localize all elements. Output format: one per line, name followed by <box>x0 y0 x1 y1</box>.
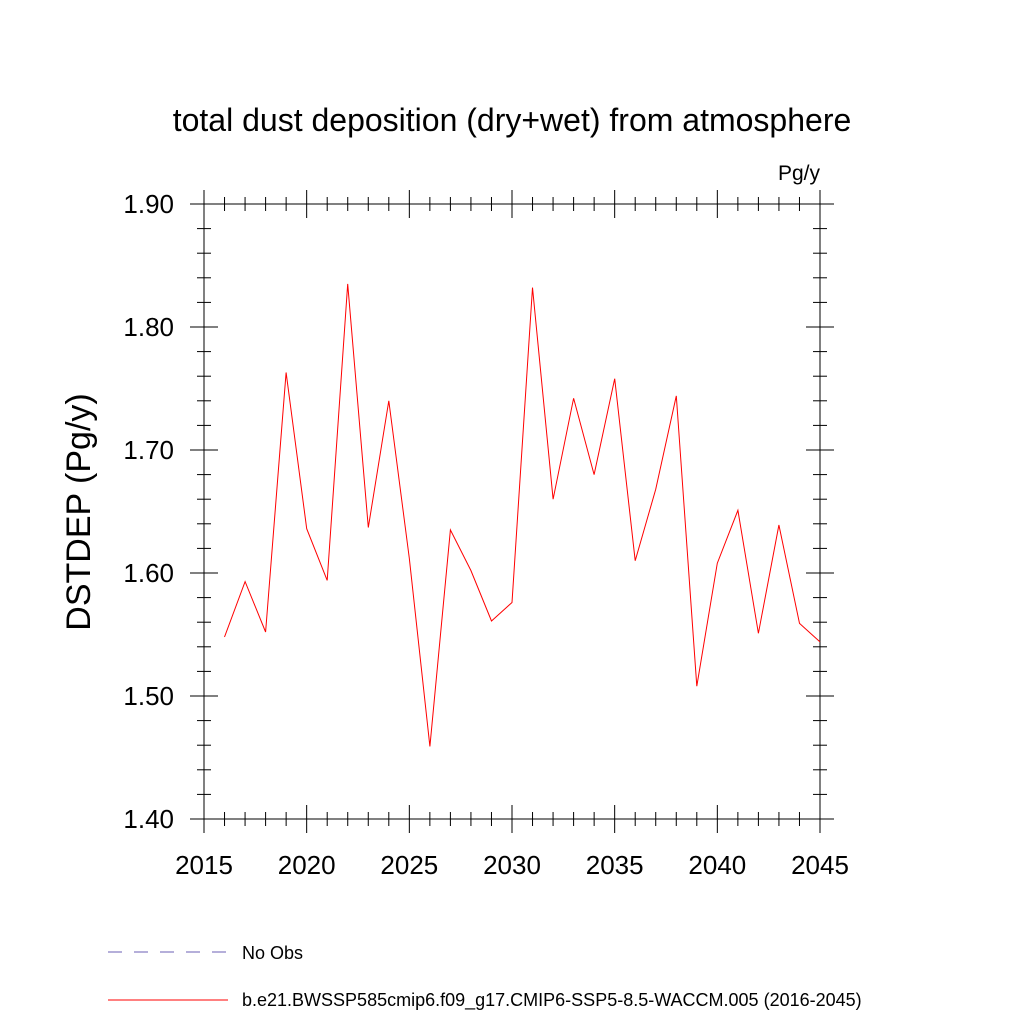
x-tick-label: 2035 <box>586 850 644 880</box>
x-tick-label: 2025 <box>380 850 438 880</box>
legend: No Obs b.e21.BWSSP585cmip6.f09_g17.CMIP6… <box>108 943 862 1011</box>
data-point <box>778 525 779 526</box>
chart-title: total dust deposition (dry+wet) from atm… <box>173 102 852 138</box>
x-tick-label: 2030 <box>483 850 541 880</box>
series-line <box>224 283 821 747</box>
legend-label-no-obs: No Obs <box>242 943 303 963</box>
y-tick-label: 1.70 <box>123 435 174 465</box>
plot-frame <box>203 203 821 820</box>
y-tick-label: 1.50 <box>123 681 174 711</box>
data-point <box>265 632 266 633</box>
data-point <box>409 558 410 559</box>
data-point <box>450 529 451 530</box>
data-point <box>696 686 697 687</box>
x-tick-label: 2045 <box>791 850 849 880</box>
data-point <box>758 633 759 634</box>
data-point <box>799 623 800 624</box>
x-tick-label: 2015 <box>175 850 233 880</box>
units-label: Pg/y <box>778 162 821 185</box>
y-tick-label: 1.90 <box>123 189 174 219</box>
data-point <box>429 746 430 747</box>
data-point <box>286 372 287 373</box>
data-point <box>655 489 656 490</box>
data-point <box>347 283 348 284</box>
x-tick-label: 2040 <box>688 850 746 880</box>
data-point <box>676 395 677 396</box>
data-point <box>573 398 574 399</box>
legend-label-series: b.e21.BWSSP585cmip6.f09_g17.CMIP6-SSP5-8… <box>242 990 862 1011</box>
data-point <box>820 641 821 642</box>
data-point <box>614 378 615 379</box>
data-point <box>553 499 554 500</box>
data-point <box>491 620 492 621</box>
plot-area: 2015 2020 2025 2030 2035 2040 2045 1.40 1.50 1.60… <box>123 189 849 880</box>
data-point <box>388 400 389 401</box>
data-point <box>532 287 533 288</box>
y-tick-label: 1.80 <box>123 312 174 342</box>
data-point <box>635 560 636 561</box>
data-point <box>737 510 738 511</box>
data-point <box>306 528 307 529</box>
y-tick-label: 1.40 <box>123 804 174 834</box>
data-point <box>245 581 246 582</box>
data-point <box>327 580 328 581</box>
data-point <box>224 636 225 637</box>
x-tick-label: 2020 <box>278 850 336 880</box>
data-point <box>717 563 718 564</box>
data-point <box>368 527 369 528</box>
y-tick-label: 1.60 <box>123 558 174 588</box>
data-point <box>594 474 595 475</box>
data-point <box>512 602 513 603</box>
y-axis-label: DSTDEP (Pg/y) <box>60 393 98 630</box>
data-point <box>470 570 471 571</box>
